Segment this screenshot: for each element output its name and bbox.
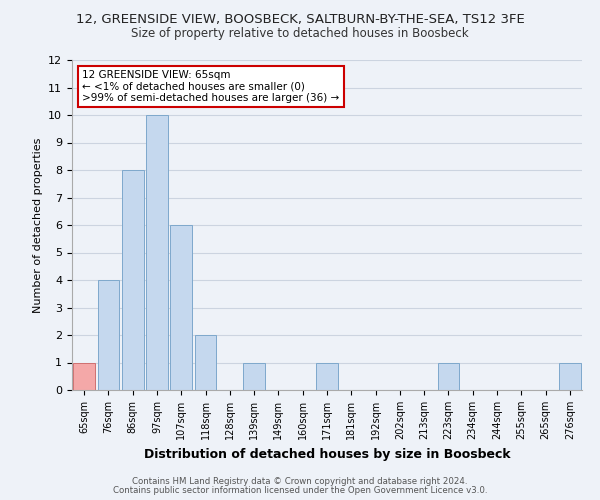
Bar xyxy=(122,170,143,390)
X-axis label: Distribution of detached houses by size in Boosbeck: Distribution of detached houses by size … xyxy=(143,448,511,460)
Text: 12 GREENSIDE VIEW: 65sqm
← <1% of detached houses are smaller (0)
>99% of semi-d: 12 GREENSIDE VIEW: 65sqm ← <1% of detach… xyxy=(82,70,340,103)
Bar xyxy=(194,335,217,390)
Text: Contains public sector information licensed under the Open Government Licence v3: Contains public sector information licen… xyxy=(113,486,487,495)
Bar xyxy=(437,362,460,390)
Text: 12, GREENSIDE VIEW, BOOSBECK, SALTBURN-BY-THE-SEA, TS12 3FE: 12, GREENSIDE VIEW, BOOSBECK, SALTBURN-B… xyxy=(76,12,524,26)
Text: Size of property relative to detached houses in Boosbeck: Size of property relative to detached ho… xyxy=(131,28,469,40)
Bar xyxy=(243,362,265,390)
Text: Contains HM Land Registry data © Crown copyright and database right 2024.: Contains HM Land Registry data © Crown c… xyxy=(132,477,468,486)
Bar xyxy=(73,362,95,390)
Bar xyxy=(316,362,338,390)
Bar xyxy=(146,115,168,390)
Bar xyxy=(170,225,192,390)
Bar xyxy=(559,362,581,390)
Bar xyxy=(97,280,119,390)
Y-axis label: Number of detached properties: Number of detached properties xyxy=(32,138,43,312)
